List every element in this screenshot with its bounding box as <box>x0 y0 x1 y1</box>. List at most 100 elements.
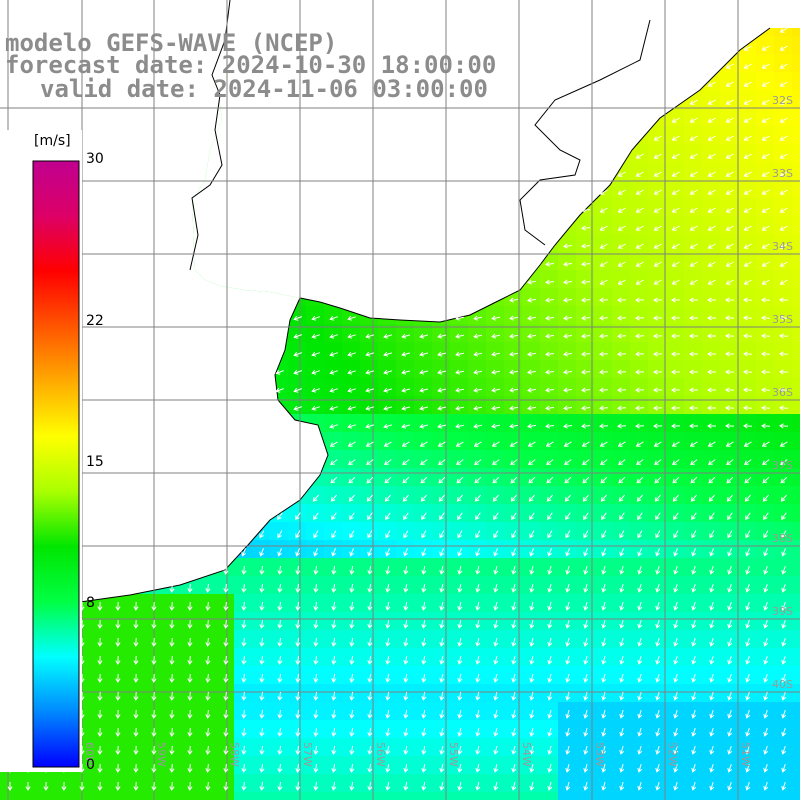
wind-arrow <box>277 619 283 629</box>
wind-cell <box>396 522 415 541</box>
wind-cell <box>378 342 397 361</box>
wind-arrow <box>349 565 355 575</box>
wind-cell <box>504 378 523 397</box>
wind-cell <box>774 576 793 595</box>
wind-cell <box>738 216 757 235</box>
wind-arrow <box>420 494 427 502</box>
wind-cell <box>486 702 505 721</box>
wind-cell <box>288 324 307 343</box>
wind-arrow <box>403 620 409 629</box>
wind-cell <box>468 648 487 667</box>
wind-arrow <box>169 691 175 701</box>
wind-arrow <box>223 655 229 665</box>
wind-arrow <box>779 135 788 141</box>
wind-arrow <box>779 207 788 213</box>
wind-cell <box>792 468 800 487</box>
wind-cell <box>576 720 595 739</box>
wind-arrow <box>655 764 661 773</box>
wind-arrow <box>725 63 734 69</box>
wind-cell <box>558 468 577 487</box>
wind-cell <box>540 702 559 721</box>
wind-cell <box>504 342 523 361</box>
wind-arrow <box>780 459 788 465</box>
wind-cell <box>378 396 397 415</box>
wind-arrow <box>563 315 573 321</box>
wind-cell <box>486 720 505 739</box>
wind-arrow <box>97 619 103 629</box>
wind-cell <box>306 774 325 793</box>
wind-cell <box>756 522 775 541</box>
wind-arrow <box>761 243 770 249</box>
wind-cell <box>630 144 649 163</box>
wind-cell <box>504 792 523 800</box>
wind-arrow <box>293 351 302 357</box>
wind-cell <box>378 558 397 577</box>
wind-cell <box>738 414 757 433</box>
wind-arrow <box>275 369 284 375</box>
wind-arrow <box>493 763 499 773</box>
wind-arrow <box>707 297 716 303</box>
wind-cell <box>684 756 703 775</box>
wind-cell <box>630 414 649 433</box>
wind-cell <box>630 774 649 793</box>
wind-arrow <box>313 727 319 737</box>
wind-arrow <box>385 566 391 575</box>
wind-arrow <box>491 423 500 429</box>
wind-arrow <box>635 297 645 303</box>
wind-cell <box>666 738 685 757</box>
wind-cell <box>612 630 631 649</box>
wind-arrow <box>438 494 445 502</box>
wind-arrow <box>709 674 715 683</box>
wind-cell <box>720 612 739 631</box>
wind-arrow <box>511 583 517 593</box>
wind-cell <box>720 774 739 793</box>
wind-arrow <box>473 369 483 375</box>
wind-cell <box>684 522 703 541</box>
wind-cell <box>792 36 800 55</box>
wind-cell <box>720 756 739 775</box>
wind-cell <box>720 198 739 217</box>
wind-arrow <box>745 692 751 701</box>
wind-cell <box>342 738 361 757</box>
wind-cell <box>504 414 523 433</box>
wind-cell <box>288 540 307 559</box>
wind-cell <box>738 576 757 595</box>
wind-arrow <box>97 673 103 683</box>
wind-arrow <box>581 261 591 267</box>
wind-cell <box>540 630 559 649</box>
wind-cell <box>648 468 667 487</box>
wind-cell <box>108 774 127 793</box>
wind-arrow <box>493 673 499 683</box>
longitude-label: 53W <box>593 742 606 767</box>
wind-cell <box>558 450 577 469</box>
wind-arrow <box>619 745 625 755</box>
wind-cell <box>54 792 73 800</box>
wind-cell <box>90 666 109 685</box>
wind-cell <box>540 378 559 397</box>
wind-arrow <box>509 423 518 429</box>
wind-cell <box>198 774 217 793</box>
wind-arrow <box>365 423 374 429</box>
wind-arrow <box>527 351 537 357</box>
wind-cell <box>522 486 541 505</box>
wind-arrow <box>241 727 247 737</box>
wind-cell <box>432 450 451 469</box>
wind-arrow <box>313 530 319 539</box>
wind-cell <box>720 270 739 289</box>
wind-cell <box>540 504 559 523</box>
wind-cell <box>540 774 559 793</box>
wind-arrow <box>761 117 770 123</box>
wind-cell <box>738 144 757 163</box>
wind-cell <box>594 540 613 559</box>
wind-cell <box>756 54 775 73</box>
wind-arrow <box>511 781 517 791</box>
wind-cell <box>756 306 775 325</box>
wind-cell <box>684 576 703 595</box>
wind-arrow <box>420 459 428 465</box>
wind-arrow <box>725 117 734 123</box>
wind-cell <box>684 450 703 469</box>
wind-arrow <box>311 333 320 339</box>
wind-arrow <box>709 548 714 557</box>
wind-arrow <box>619 565 625 575</box>
wind-cell <box>396 486 415 505</box>
